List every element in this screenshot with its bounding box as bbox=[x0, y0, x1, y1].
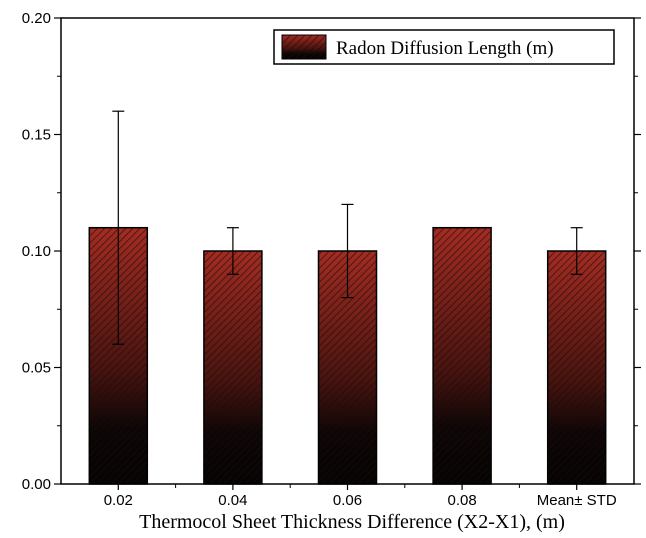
legend-box bbox=[273, 29, 615, 65]
x-tick-label-3: 0.06 bbox=[333, 492, 362, 509]
x-tick-label-2: 0.04 bbox=[218, 492, 247, 509]
y-tick-label-2: 0.05 bbox=[22, 360, 51, 377]
bar-hatch-4 bbox=[433, 227, 492, 484]
x-tick-label-1: 0.02 bbox=[104, 492, 133, 509]
legend-label: Radon Diffusion Length (m) bbox=[336, 38, 554, 59]
error-bars-group bbox=[112, 110, 583, 345]
x-tick-label-5: Mean± STD bbox=[537, 492, 617, 509]
bar-hatch-5 bbox=[547, 251, 606, 484]
x-tick-label-4: 0.08 bbox=[447, 492, 476, 509]
axes-group: 0.02 0.04 0.06 0.08 Mean± STD 0.00 0.05 0.10 0.1… bbox=[22, 10, 641, 509]
legend-swatch-hatch bbox=[282, 35, 326, 59]
y-tick-label-3: 0.10 bbox=[22, 243, 51, 260]
y-tick-label-1: 0.00 bbox=[22, 476, 51, 493]
legend: Radon Diffusion Length (m) bbox=[273, 29, 615, 65]
y-tick-label-4: 0.15 bbox=[22, 127, 51, 144]
x-axis-title: Thermocol Sheet Thickness Difference (X2… bbox=[139, 511, 565, 533]
y-tick-label-5: 0.20 bbox=[22, 10, 51, 27]
bar-hatch-2 bbox=[203, 251, 262, 484]
bars-group bbox=[88, 226, 607, 485]
